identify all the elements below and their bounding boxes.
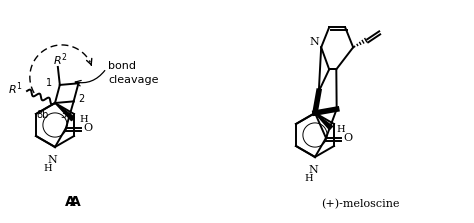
Polygon shape bbox=[55, 103, 74, 121]
Text: bond
cleavage: bond cleavage bbox=[109, 61, 159, 85]
Text: 8b: 8b bbox=[36, 110, 49, 120]
Text: H: H bbox=[44, 164, 52, 173]
Text: $\mathbf{A}$: $\mathbf{A}$ bbox=[64, 195, 76, 209]
Text: 1: 1 bbox=[46, 78, 52, 88]
Text: 3: 3 bbox=[60, 110, 66, 120]
Polygon shape bbox=[315, 113, 333, 130]
Text: $R^1$: $R^1$ bbox=[8, 81, 22, 97]
Text: O: O bbox=[344, 133, 353, 143]
Text: H: H bbox=[336, 124, 345, 134]
Text: $R^2$: $R^2$ bbox=[53, 52, 67, 68]
Text: $\mathbf{A}$: $\mathbf{A}$ bbox=[69, 195, 82, 209]
Text: H: H bbox=[305, 174, 313, 183]
Text: O: O bbox=[84, 123, 93, 133]
Text: N: N bbox=[310, 37, 319, 47]
Text: N: N bbox=[47, 155, 57, 165]
Text: (+)-meloscine: (+)-meloscine bbox=[321, 199, 399, 209]
Text: H: H bbox=[79, 116, 88, 124]
Text: N: N bbox=[308, 165, 318, 175]
Text: 2: 2 bbox=[79, 94, 85, 104]
